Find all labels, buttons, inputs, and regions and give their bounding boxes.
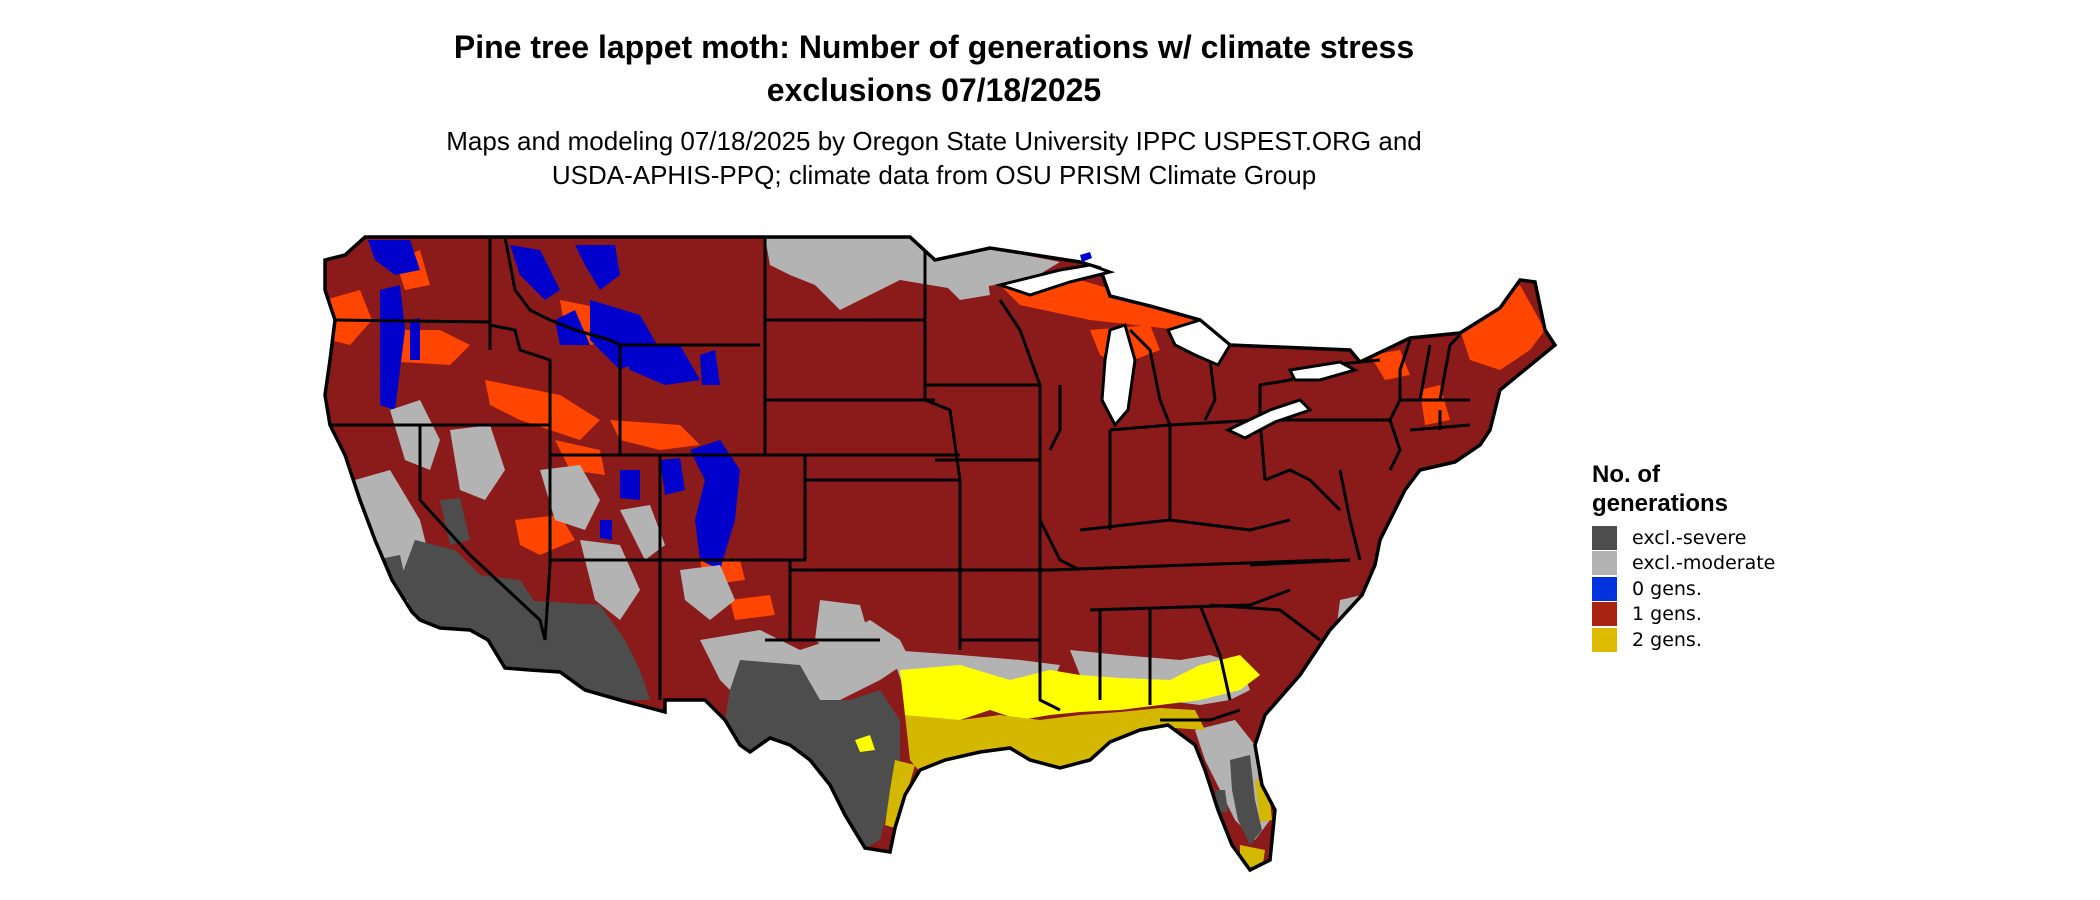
- subtitle-line-1: Maps and modeling 07/18/2025 by Oregon S…: [446, 126, 1422, 156]
- legend-item: excl.-severe: [1592, 525, 1812, 551]
- legend-label: 1 gens.: [1632, 603, 1702, 626]
- title-line-1: Pine tree lappet moth: Number of generat…: [453, 29, 1415, 65]
- lake-huron: [1165, 318, 1232, 367]
- legend-swatch: [1592, 551, 1617, 576]
- lake-ontario: [1287, 360, 1359, 382]
- legend: No. of generations excl.-severe excl.-mo…: [1592, 460, 1812, 653]
- region-zero-generations: [368, 240, 1098, 570]
- lake-superior: [994, 263, 1116, 297]
- state-boundaries: [330, 236, 1471, 722]
- legend-item: 2 gens.: [1592, 627, 1812, 653]
- legend-label: excl.-moderate: [1632, 552, 1776, 575]
- map-title: Pine tree lappet moth: Number of generat…: [0, 26, 1868, 112]
- lake-michigan: [1100, 323, 1137, 428]
- legend-title-line-1: No. of: [1592, 461, 1660, 488]
- legend-swatch: [1592, 602, 1617, 627]
- legend-label: 0 gens.: [1632, 577, 1702, 600]
- title-line-2: exclusions 07/18/2025: [766, 72, 1102, 108]
- great-lakes: [994, 263, 1359, 440]
- region-one-generation: [325, 237, 1555, 870]
- isle-royale: [1080, 252, 1092, 262]
- legend-swatch: [1592, 576, 1617, 601]
- region-excl-severe: [375, 498, 1262, 848]
- legend-label: excl.-severe: [1632, 526, 1747, 549]
- legend-item: 0 gens.: [1592, 576, 1812, 602]
- subtitle-line-2: USDA-APHIS-PPQ; climate data from OSU PR…: [551, 160, 1317, 190]
- region-two-generations-bright: [855, 655, 1260, 752]
- legend-title-line-2: generations: [1592, 490, 1729, 517]
- legend-items: excl.-severe excl.-moderate 0 gens. 1 ge…: [1592, 525, 1812, 653]
- lake-erie: [1224, 398, 1313, 440]
- map-subtitle: Maps and modeling 07/18/2025 by Oregon S…: [0, 124, 1868, 192]
- legend-item: 1 gens.: [1592, 602, 1812, 628]
- legend-swatch: [1592, 525, 1617, 550]
- legend-item: excl.-moderate: [1592, 551, 1812, 577]
- legend-title: No. of generations: [1592, 460, 1812, 518]
- us-map: [323, 235, 1557, 872]
- legend-label: 2 gens.: [1632, 628, 1702, 651]
- legend-swatch: [1592, 627, 1617, 652]
